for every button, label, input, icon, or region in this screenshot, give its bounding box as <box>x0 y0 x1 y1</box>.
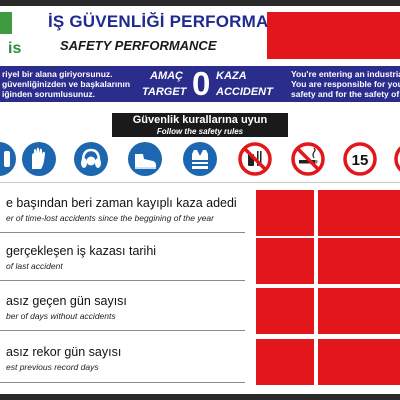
banner-left-line-3: iğinden sorumlusunuz. <box>2 89 96 99</box>
safety-rules-bar: Güvenlik kurallarına uyun Follow the saf… <box>112 113 288 137</box>
row-divider <box>0 330 245 331</box>
stat-value-cell <box>256 339 314 385</box>
stat-value-cell <box>318 339 400 385</box>
row-divider <box>0 232 245 233</box>
logo-text: is <box>8 40 22 57</box>
stat-label-tr: gerçekleşen iş kazası tarihi <box>6 244 157 258</box>
target-label-tr: AMAÇ <box>150 70 183 82</box>
stat-row-days-without-accidents: asız geçen gün sayısı ber of days withou… <box>0 288 400 336</box>
row-divider <box>0 280 245 281</box>
no-smoking-icon <box>291 142 325 176</box>
board-frame-top <box>0 0 400 6</box>
page-title-tr: İŞ GÜVENLİĞİ PERFORMANSI <box>48 12 298 31</box>
no-food-drink-icon <box>238 142 272 176</box>
header-red-panel <box>267 12 400 59</box>
target-zero: 0 <box>192 65 211 102</box>
stat-label-en: of last accident <box>6 261 63 271</box>
stat-value-cell <box>256 288 314 334</box>
banner-right-line-2: You are responsible for you <box>291 79 400 89</box>
stat-label-en: ber of days without accidents <box>6 311 116 321</box>
stat-row-last-accident-date: gerçekleşen iş kazası tarihi of last acc… <box>0 238 400 286</box>
safety-vest-icon <box>183 142 217 176</box>
accident-label-en: ACCIDENT <box>216 86 273 98</box>
board-frame-bottom <box>0 394 400 400</box>
stat-label-tr: e başından beri zaman kayıplı kaza adedi <box>6 196 237 210</box>
stat-value-box <box>256 190 400 236</box>
safety-gloves-icon <box>22 142 56 176</box>
stat-row-record-days: asız rekor gün sayısı est previous recor… <box>0 339 400 387</box>
prohibition-sign-partial-icon <box>394 142 400 176</box>
stat-value-box <box>256 339 400 385</box>
stat-label-en: er of time-lost accidents since the begg… <box>6 213 214 223</box>
logo-mark-icon <box>0 12 12 34</box>
stat-value-cell <box>318 238 400 284</box>
page-title-en: SAFETY PERFORMANCE <box>60 38 217 53</box>
ear-protection-icon <box>74 142 108 176</box>
banner-right-line-1: You're entering an industrial <box>291 69 400 79</box>
safety-signs-row: 15 <box>0 142 400 178</box>
row-divider <box>0 382 245 383</box>
stat-label-tr: asız rekor gün sayısı <box>6 345 122 359</box>
safety-rules-title-en: Follow the safety rules <box>156 127 244 136</box>
stat-value-cell <box>318 190 400 236</box>
stat-label-tr: asız geçen gün sayısı <box>6 294 127 308</box>
company-logo: is <box>0 10 40 58</box>
banner-left-line-1: riyel bir alana giriyorsunuz. <box>2 69 113 79</box>
stat-value-box <box>256 288 400 334</box>
warning-banner: riyel bir alana giriyorsunuz. güvenliğin… <box>0 66 400 102</box>
banner-right-line-3: safety and for the safety of <box>291 89 400 99</box>
stat-value-cell <box>318 288 400 334</box>
safety-rules-title-tr: Güvenlik kurallarına uyun <box>132 114 268 126</box>
accident-label-tr: KAZA <box>216 70 247 82</box>
stat-label-en: est previous record days <box>6 362 99 372</box>
safety-shoes-icon <box>128 142 162 176</box>
target-zero-accident: AMAÇ TARGET 0 KAZA ACCIDENT <box>136 66 276 102</box>
stat-value-cell <box>256 238 314 284</box>
speed-limit-value: 15 <box>352 152 369 169</box>
banner-left-text: riyel bir alana giriyorsunuz. güvenliğin… <box>2 69 130 99</box>
banner-left-line-2: güvenliğinizden ve başkalarının <box>2 79 131 89</box>
stat-row-lost-time-accidents: e başından beri zaman kayıplı kaza adedi… <box>0 190 400 238</box>
banner-right-text: You're entering an industrial You are re… <box>291 69 400 99</box>
signs-divider <box>0 182 400 183</box>
speed-limit-icon: 15 <box>343 142 377 176</box>
mandatory-sign-partial-icon <box>0 142 16 176</box>
stat-value-cell <box>256 190 314 236</box>
target-label-en: TARGET <box>142 86 187 98</box>
stat-value-box <box>256 238 400 284</box>
